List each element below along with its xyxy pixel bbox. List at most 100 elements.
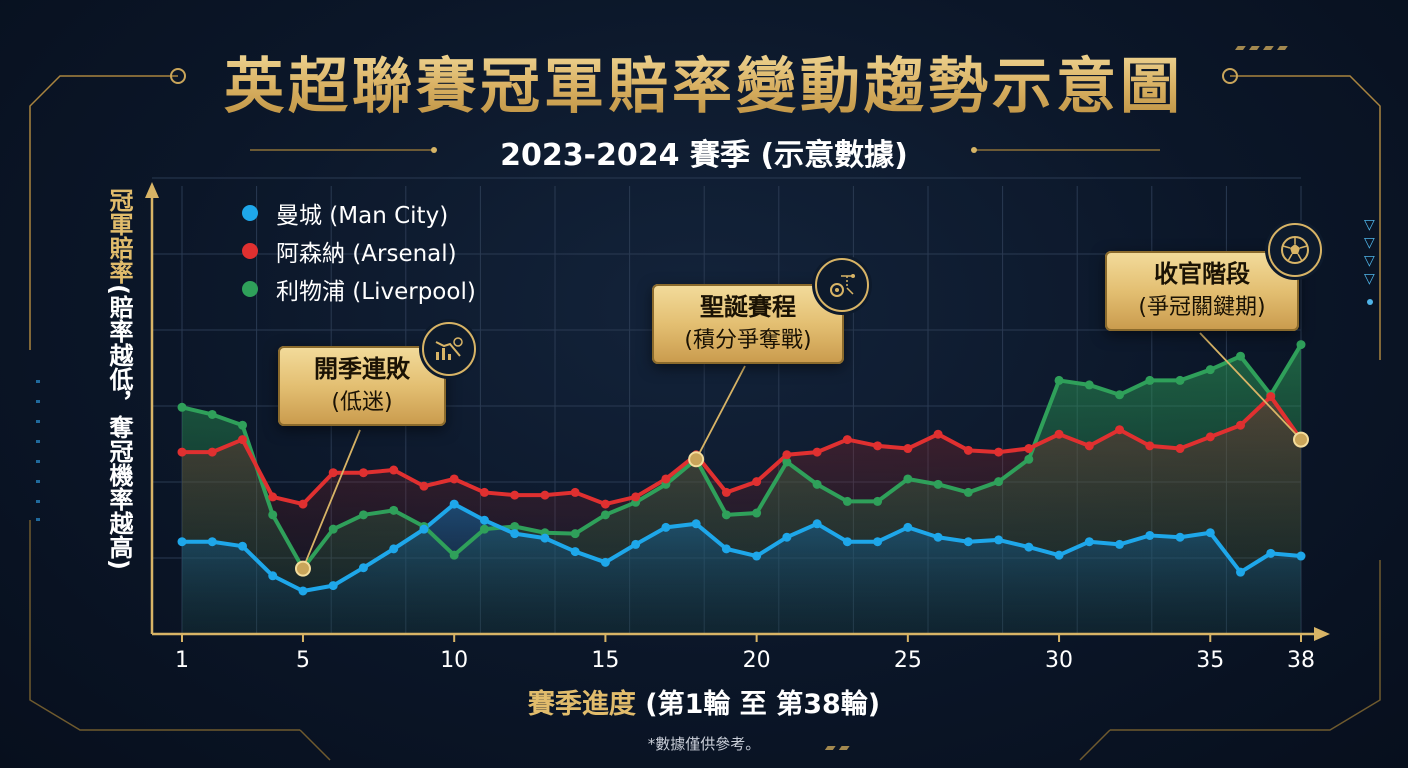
callout-final-stage-title: 收官階段: [1154, 260, 1250, 288]
line-liverpool: [181, 343, 1303, 571]
point-man-city: [842, 537, 852, 547]
point-man-city: [419, 524, 429, 534]
point-man-city: [963, 537, 973, 547]
point-man-city: [631, 539, 641, 549]
callout-leader-line: [695, 365, 746, 460]
point-liverpool: [1115, 390, 1125, 400]
point-man-city: [237, 541, 247, 551]
point-arsenal: [389, 465, 399, 475]
point-arsenal: [1084, 441, 1094, 451]
point-arsenal: [994, 447, 1004, 457]
x-tick-label: 10: [440, 648, 469, 673]
callout-leaders: [294, 332, 1309, 577]
point-liverpool: [782, 457, 792, 467]
point-liverpool: [903, 474, 913, 484]
point-arsenal: [661, 474, 671, 484]
point-liverpool: [752, 508, 762, 518]
x-tick-label: 15: [591, 648, 620, 673]
x-tick-label: 1: [175, 648, 189, 673]
point-man-city: [177, 537, 187, 547]
point-arsenal: [1205, 432, 1215, 442]
point-arsenal: [510, 490, 520, 500]
legend-item-man-city: 曼城 (Man City): [242, 194, 476, 232]
x-tick-label: 5: [295, 648, 310, 673]
point-liverpool: [842, 496, 852, 506]
point-liverpool: [449, 550, 459, 560]
football-icon: [1268, 223, 1322, 277]
point-arsenal: [1236, 420, 1246, 430]
point-arsenal: [298, 499, 308, 509]
point-arsenal: [268, 492, 278, 502]
gear-strategy-icon: [815, 258, 869, 312]
point-man-city: [1115, 539, 1125, 549]
point-liverpool: [1236, 351, 1246, 361]
point-man-city: [570, 547, 580, 557]
point-liverpool: [994, 477, 1004, 487]
callout-season-start-sub: (低迷): [331, 390, 393, 415]
series-lines: [181, 343, 1303, 593]
point-man-city: [600, 557, 610, 567]
point-man-city: [903, 522, 913, 532]
point-man-city: [1205, 528, 1215, 538]
point-liverpool: [207, 409, 217, 419]
y-axis-label-main: 冠軍賠率: [105, 188, 133, 284]
point-man-city: [358, 563, 368, 573]
point-man-city: [661, 522, 671, 532]
legend-label-liverpool: 利物浦 (Liverpool): [276, 279, 476, 305]
legend-marker-arsenal: [242, 243, 258, 259]
point-man-city: [1266, 548, 1276, 558]
point-liverpool: [600, 510, 610, 520]
point-man-city: [540, 533, 550, 543]
x-tick-label: 38: [1287, 648, 1315, 673]
point-arsenal: [812, 447, 822, 457]
point-arsenal: [570, 487, 580, 497]
point-man-city: [1175, 532, 1185, 542]
x-tick-label: 25: [893, 648, 922, 673]
point-arsenal: [631, 492, 641, 502]
point-man-city: [994, 535, 1004, 545]
point-arsenal: [177, 447, 187, 457]
point-man-city: [479, 515, 489, 525]
point-liverpool: [1296, 340, 1306, 350]
point-man-city: [298, 586, 308, 596]
x-tick-label: 20: [742, 648, 771, 673]
point-man-city: [721, 544, 731, 554]
point-arsenal: [1024, 444, 1034, 454]
point-arsenal: [328, 468, 338, 478]
chart-subtitle: 2023-2024 賽季 (示意數據): [500, 138, 908, 173]
point-man-city: [328, 581, 338, 591]
chart-decline-icon: [422, 322, 476, 376]
point-liverpool: [963, 487, 973, 497]
point-man-city: [933, 532, 943, 542]
area-man-city: [182, 504, 1301, 634]
point-arsenal: [540, 490, 550, 500]
point-arsenal: [1175, 444, 1185, 454]
point-man-city: [1145, 530, 1155, 540]
callout-season-start: 開季連敗 (低迷): [278, 346, 446, 426]
annotation-marker: [294, 560, 311, 577]
point-man-city: [268, 571, 278, 581]
point-liverpool: [570, 529, 580, 539]
x-axis-label: 賽季進度 (第1輪 至 第38輪): [0, 682, 1408, 721]
legend-label-man-city: 曼城 (Man City): [276, 203, 449, 229]
point-liverpool: [1024, 454, 1034, 464]
annotation-marker: [688, 451, 705, 468]
point-arsenal: [782, 450, 792, 460]
line-arsenal: [182, 394, 1303, 507]
point-arsenal: [842, 435, 852, 445]
point-man-city: [1084, 537, 1094, 547]
callout-leader-line: [302, 429, 361, 569]
axes: [145, 182, 1330, 642]
point-man-city: [873, 537, 883, 547]
callout-final-stage-sub: (爭冠關鍵期): [1138, 295, 1266, 320]
point-man-city: [449, 499, 459, 509]
point-man-city: [1024, 542, 1034, 552]
point-liverpool: [1084, 380, 1094, 390]
callout-christmas-sub: (積分爭奪戰): [684, 328, 812, 353]
point-liverpool: [328, 524, 338, 534]
point-arsenal: [873, 441, 883, 451]
point-arsenal: [479, 487, 489, 497]
legend: 曼城 (Man City) 阿森納 (Arsenal) 利物浦 (Liverpo…: [242, 194, 476, 308]
point-liverpool: [479, 524, 489, 534]
